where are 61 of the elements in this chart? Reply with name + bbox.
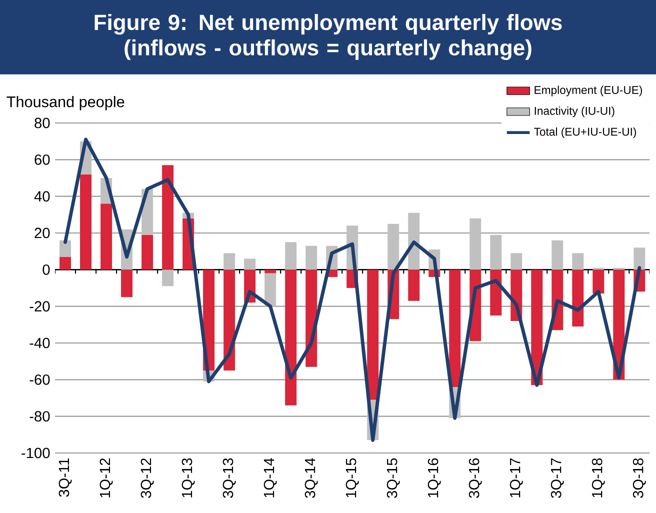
bar — [60, 256, 71, 270]
bar — [634, 248, 646, 270]
y-tick-label: -100 — [22, 448, 50, 458]
bar — [285, 270, 297, 406]
bar — [100, 204, 112, 270]
legend-label: Total (EU+IU-UE-UI) — [534, 127, 636, 138]
y-tick-label: -20 — [30, 301, 50, 312]
bar — [306, 246, 318, 270]
x-tick-label: 1Q-13 — [182, 458, 195, 498]
bar — [490, 234, 502, 270]
y-tick-label: -80 — [30, 411, 50, 422]
x-tick-label: 3Q-15 — [386, 458, 400, 498]
y-tick-label: 40 — [34, 191, 50, 202]
bar — [490, 270, 502, 316]
x-tick-label: 3Q-18 — [632, 458, 646, 498]
bar — [162, 270, 174, 286]
bar — [572, 270, 584, 326]
x-tick-label: 3Q-13 — [222, 458, 236, 498]
chart-title: Figure 9: Net unemployment quarterly flows (inflows - outflows = quarterly change) — [94, 14, 562, 60]
bar — [408, 270, 420, 301]
y-tick-label: -60 — [30, 374, 50, 385]
y-tick-label: 20 — [34, 228, 50, 238]
bar — [142, 234, 154, 270]
x-tick-label: 1Q-18 — [592, 458, 605, 498]
bar — [264, 273, 276, 306]
legend-label: Employment (EU-UE) — [534, 86, 642, 96]
legend-label: Inactivity (IU-UI) — [534, 106, 614, 118]
y-tick-label: 60 — [34, 154, 50, 165]
bar — [121, 270, 133, 298]
bar — [388, 224, 400, 270]
y-tick-label: 0 — [42, 264, 50, 275]
bar — [408, 212, 420, 270]
x-tick-label: 3Q-11 — [58, 458, 72, 497]
bar — [264, 270, 276, 274]
y-tick-label: -40 — [30, 338, 50, 348]
x-tick-label: 1Q-12 — [100, 458, 113, 498]
bar — [224, 253, 236, 270]
y-tick-label: 80 — [34, 118, 50, 128]
bar — [470, 218, 482, 270]
bar — [60, 240, 71, 257]
x-tick-label: 3Q-16 — [468, 458, 482, 498]
bar — [367, 270, 379, 400]
bar — [552, 240, 564, 270]
x-tick-label: 3Q-14 — [304, 458, 318, 498]
bar — [80, 174, 92, 270]
line-series — [64, 138, 642, 442]
x-tick-label: 3Q-12 — [140, 458, 154, 498]
bar — [510, 253, 522, 270]
bar — [592, 270, 604, 294]
x-tick-label: 3Q-17 — [550, 458, 564, 498]
x-tick-label: 1Q-14 — [264, 458, 277, 498]
x-tick-label: 1Q-17 — [510, 458, 523, 498]
y-axis-title: Thousand people — [6, 96, 124, 110]
x-tick-label: 1Q-16 — [428, 458, 441, 498]
bar — [244, 258, 256, 270]
bar — [224, 270, 236, 370]
bar — [449, 270, 461, 387]
x-tick-label: 1Q-15 — [346, 458, 359, 498]
bar — [572, 253, 584, 270]
bar — [285, 242, 297, 270]
bar — [162, 165, 174, 270]
